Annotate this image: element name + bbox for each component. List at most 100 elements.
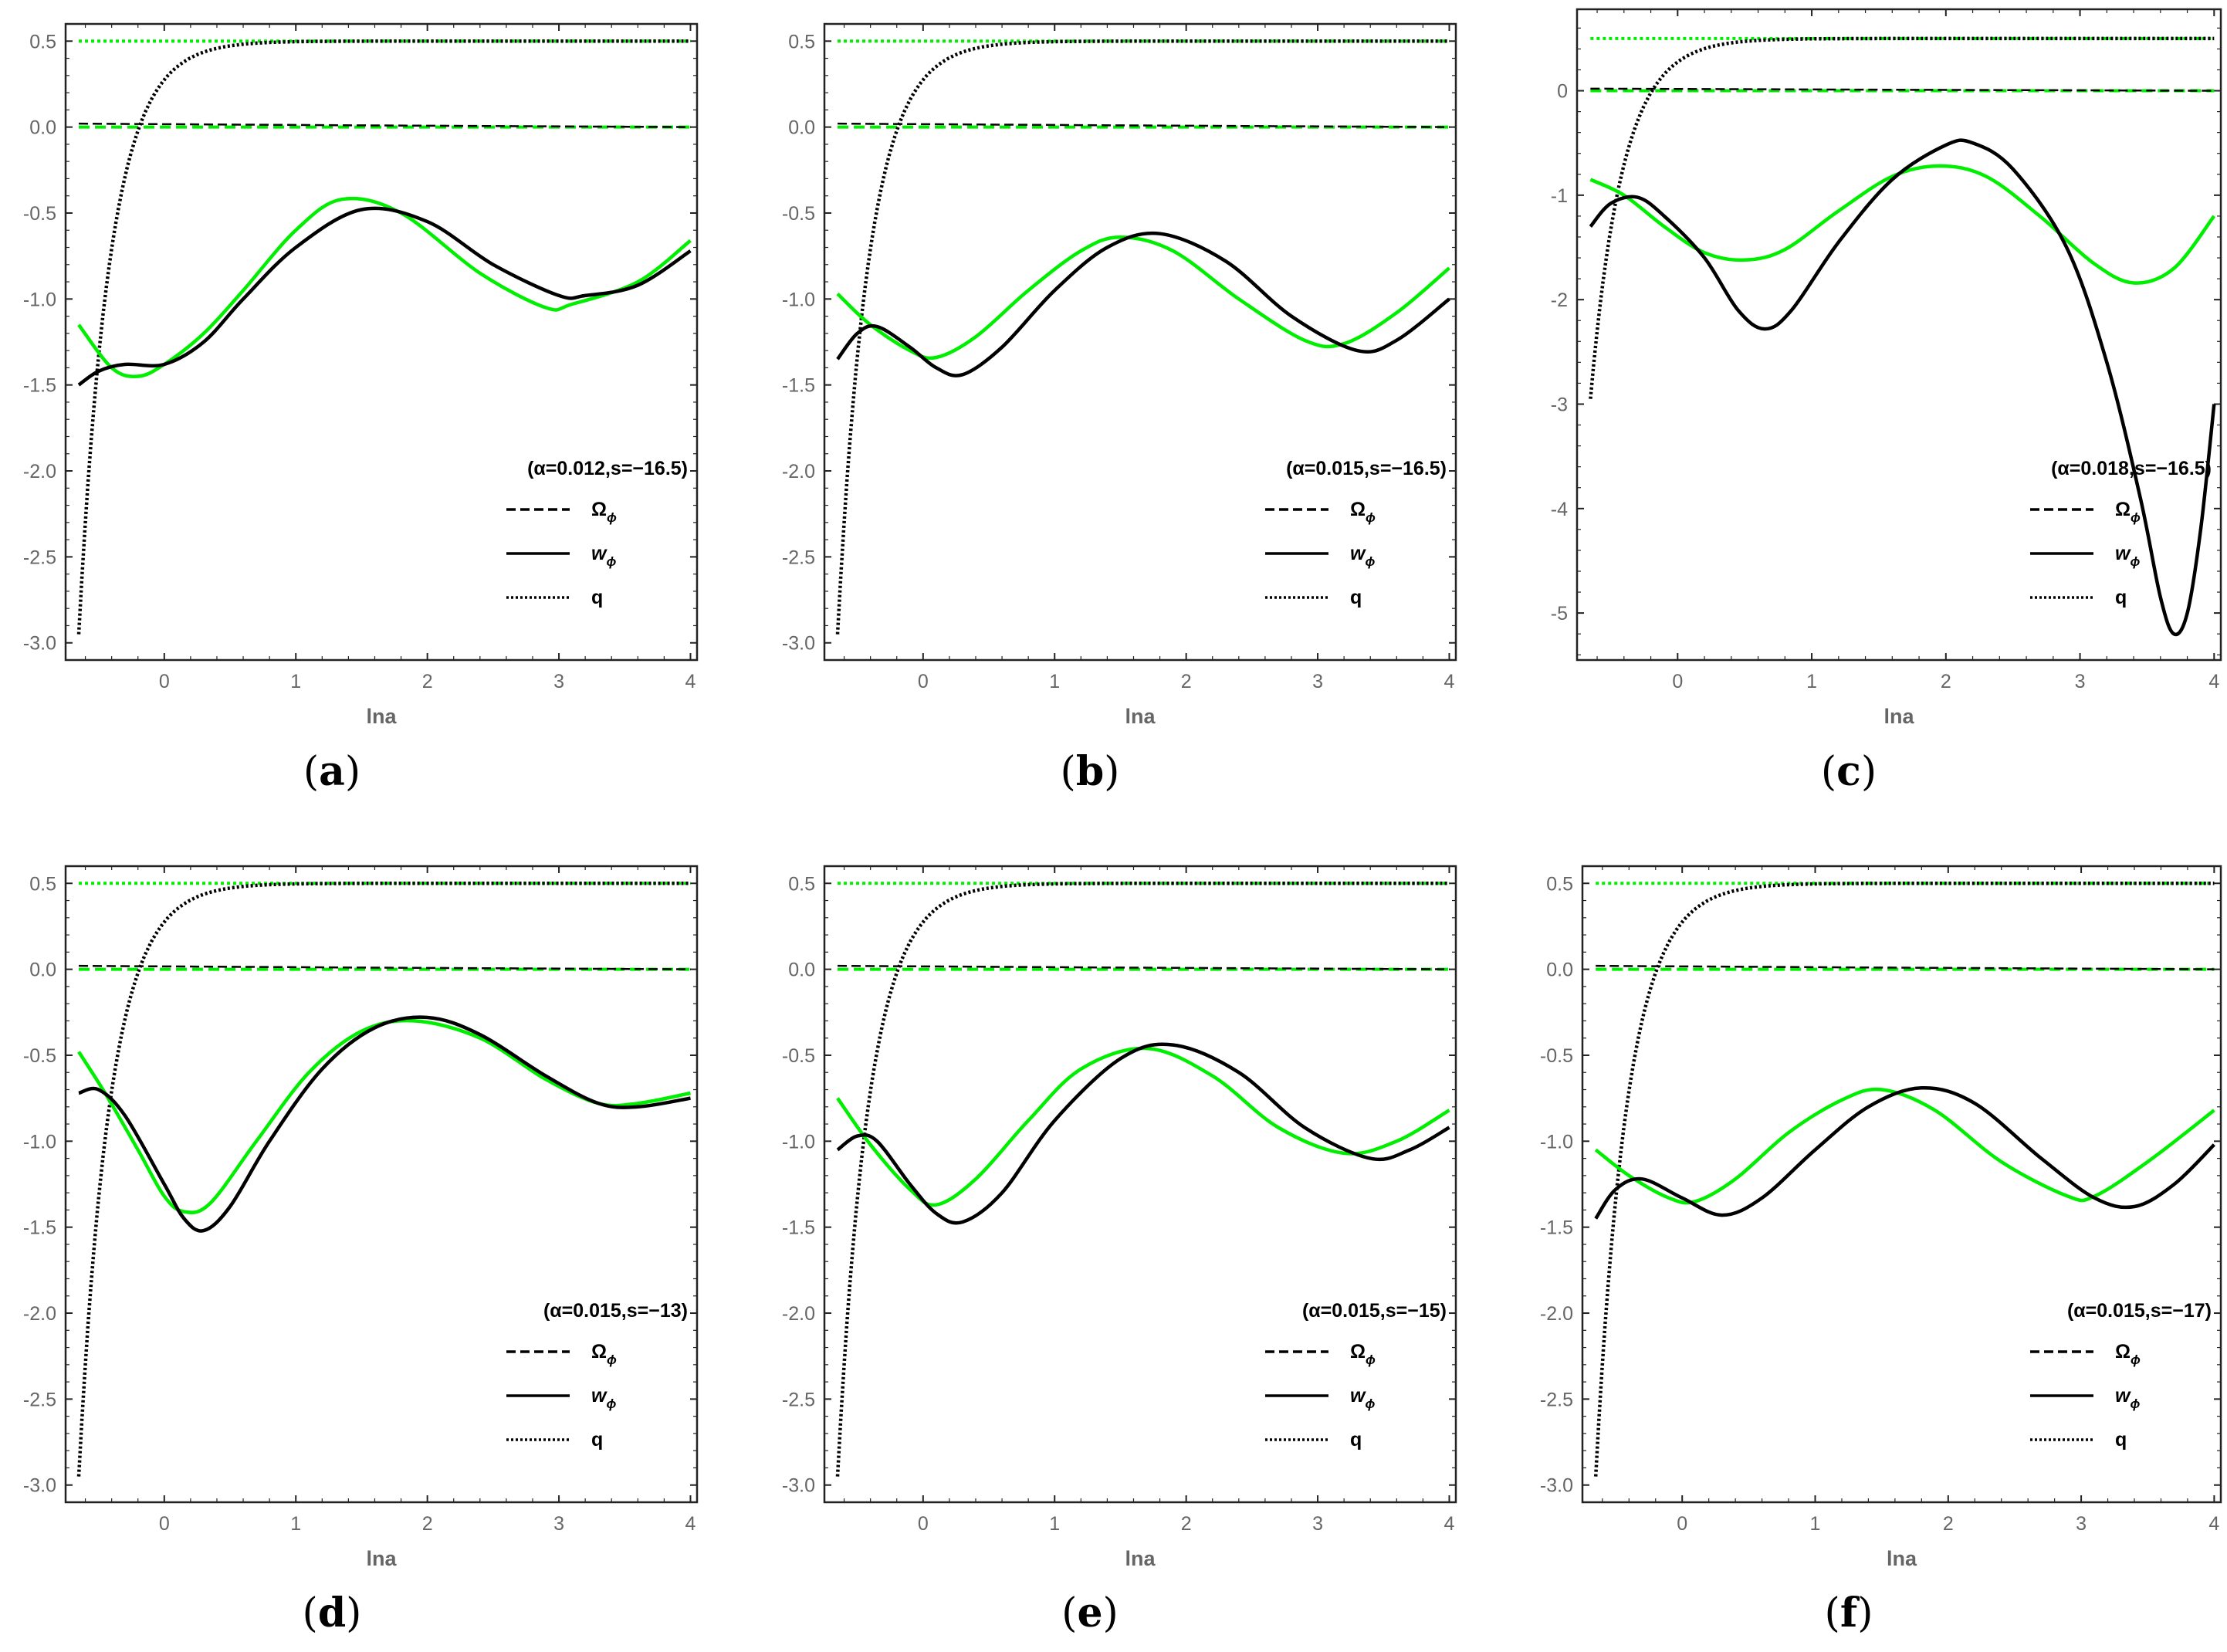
plot-frame: [823, 865, 1457, 1504]
y-tick-label: -0.5: [23, 203, 56, 225]
y-tick-label: -1: [1551, 185, 1568, 207]
y-tick-label: -3: [1551, 394, 1568, 415]
x-tick-label: 0: [918, 1513, 929, 1535]
y-tick-label: -2.0: [23, 461, 56, 482]
omega-model-line: [1596, 964, 2215, 970]
w-reference-curve: [836, 235, 1450, 361]
legend-label: Ωϕ: [591, 499, 617, 525]
w-model-curve: [1589, 138, 2216, 637]
y-tick-label: 0.5: [788, 31, 815, 52]
x-tick-label: 2: [1941, 671, 1951, 692]
x-tick-label: 1: [290, 671, 301, 692]
x-tick-label: 3: [1312, 1513, 1323, 1535]
y-tick-label: 0: [1557, 81, 1568, 103]
panel-caption: (e): [1061, 1589, 1119, 1637]
y-tick-label: -2.5: [23, 1389, 56, 1410]
y-tick-label: -1.5: [23, 1217, 56, 1239]
legend: (α=0.015,s=−17) Ωϕ wϕ q: [2030, 1300, 2212, 1451]
q-model-curve: [835, 882, 1450, 1477]
x-tick-label: 4: [1444, 671, 1455, 692]
y-tick-label: -3.0: [782, 1475, 815, 1497]
legend-label: wϕ: [591, 543, 616, 569]
omega-model-line: [79, 964, 691, 970]
w-model-curve: [836, 1042, 1450, 1225]
y-tick-label: -2.0: [23, 1303, 56, 1325]
w-model-curve: [1594, 1086, 2215, 1220]
x-tick-label: 2: [422, 1513, 433, 1535]
x-tick-label: 4: [2208, 671, 2219, 692]
legend-label: q: [1350, 587, 1362, 608]
y-tick-label: -2: [1551, 289, 1568, 311]
legend-label: q: [2115, 587, 2127, 608]
q-model-curve: [1589, 36, 2215, 399]
y-tick-label: -3.0: [23, 1475, 56, 1497]
y-tick-label: -5: [1551, 603, 1568, 625]
y-tick-label: -1.5: [782, 1217, 815, 1239]
series-group: [76, 882, 691, 1477]
legend-label: wϕ: [2115, 543, 2140, 569]
legend-label: q: [2115, 1429, 2127, 1451]
y-tick-label: -2.0: [782, 1303, 815, 1325]
series-group: [835, 882, 1450, 1477]
series-group: [1589, 36, 2216, 637]
w-model-curve: [77, 206, 692, 387]
w-reference-curve: [77, 196, 692, 378]
x-axis-label: lna: [366, 705, 397, 728]
w-model-curve: [78, 1015, 691, 1233]
panel-b: 0.5 0.0 -0.5 -1.0 -1.5 -2.0 -2.5 -3.0 0 1 2 3 4 lna (α…: [782, 22, 1457, 795]
panel-e: 0.5 0.0 -0.5 -1.0 -1.5 -2.0 -2.5 -3.0 0 1 2 3 4 lna (α…: [782, 865, 1457, 1637]
y-tick-label: 0.5: [1546, 873, 1573, 895]
legend-label: Ωϕ: [591, 1341, 617, 1367]
series-group: [76, 39, 692, 635]
legend-title: (α=0.015,s=−17): [2067, 1300, 2212, 1322]
x-tick-label: 2: [1181, 1513, 1192, 1535]
legend: (α=0.015,s=−15) Ωϕ wϕ q: [1265, 1300, 1447, 1451]
y-tick-label: 0.0: [29, 117, 56, 139]
legend-label: wϕ: [1350, 1385, 1375, 1411]
q-model-curve: [76, 882, 691, 1477]
x-tick-label: 2: [422, 671, 433, 692]
q-model-curve: [835, 39, 1450, 635]
y-tick-label: -1.0: [23, 289, 56, 310]
y-tick-label: 0.0: [788, 117, 815, 139]
w-reference-curve: [77, 1018, 691, 1215]
y-tick-label: -2.0: [1540, 1303, 1573, 1325]
x-tick-label: 1: [1049, 671, 1060, 692]
x-tick-label: 2: [1943, 1513, 1954, 1535]
legend-label: wϕ: [1350, 543, 1375, 569]
panel-caption: (c): [1821, 748, 1877, 795]
plot-frame: [823, 22, 1457, 662]
omega-model-line: [1590, 87, 2215, 92]
y-tick-label: -4: [1551, 499, 1568, 520]
y-tick-label: -2.5: [782, 547, 815, 568]
legend-title: (α=0.012,s=−16.5): [527, 458, 688, 479]
series-group: [835, 39, 1450, 635]
y-tick-label: -1.0: [782, 1131, 815, 1153]
panel-caption: (b): [1061, 748, 1120, 795]
y-tick-label: 0.0: [1546, 960, 1573, 981]
y-tick-label: -3.0: [1540, 1475, 1573, 1497]
plot-frame: [64, 22, 699, 662]
legend: (α=0.018,s=−16.5) Ωϕ wϕ q: [2030, 458, 2212, 608]
x-tick-label: 1: [1049, 1513, 1060, 1535]
y-tick-label: -1.5: [782, 375, 815, 397]
x-tick-label: 3: [553, 671, 564, 692]
q-model-curve: [76, 39, 691, 635]
legend-title: (α=0.015,s=−16.5): [1286, 458, 1447, 479]
y-tick-label: -1.0: [23, 1131, 56, 1153]
x-tick-label: 1: [1810, 1513, 1821, 1535]
legend: (α=0.015,s=−16.5) Ωϕ wϕ q: [1265, 458, 1447, 608]
legend-label: q: [1350, 1429, 1362, 1451]
x-tick-label: 2: [1181, 671, 1192, 692]
y-tick-label: 0.0: [29, 960, 56, 981]
x-tick-label: 3: [1312, 671, 1323, 692]
w-reference-curve: [1589, 164, 2216, 285]
legend: (α=0.015,s=−13) Ωϕ wϕ q: [506, 1300, 688, 1451]
legend-title: (α=0.018,s=−16.5): [2051, 458, 2212, 479]
x-tick-label: 0: [918, 671, 929, 692]
panel-a: 0.5 0.0 -0.5 -1.0 -1.5 -2.0 -2.5 -3.0 0 1 2 3 4 lna (α…: [23, 22, 699, 795]
y-tick-label: -1.5: [23, 375, 56, 397]
panel-caption: (d): [303, 1589, 362, 1637]
w-reference-curve: [1594, 1087, 2215, 1205]
y-tick-label: 0.5: [29, 31, 56, 52]
